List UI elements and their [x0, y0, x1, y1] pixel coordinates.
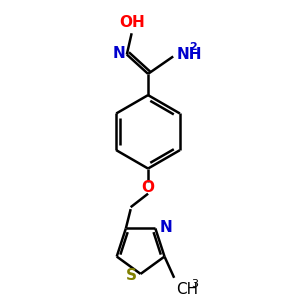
Text: 2: 2 — [189, 42, 196, 52]
Text: NH: NH — [177, 47, 203, 62]
Text: CH: CH — [176, 282, 198, 297]
Text: S: S — [126, 268, 137, 283]
Text: O: O — [142, 180, 154, 195]
Text: OH: OH — [119, 15, 145, 30]
Text: N: N — [159, 220, 172, 235]
Text: N: N — [112, 46, 125, 61]
Text: 3: 3 — [192, 279, 199, 289]
